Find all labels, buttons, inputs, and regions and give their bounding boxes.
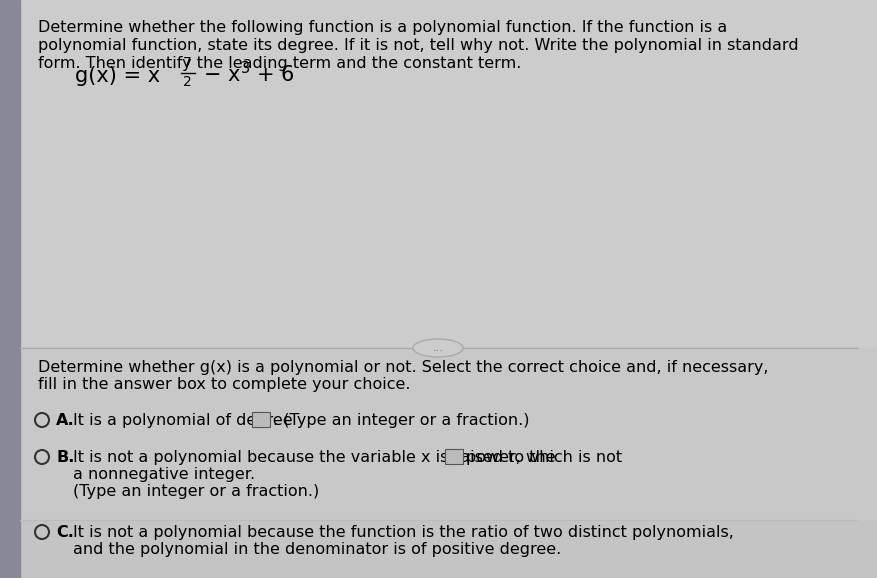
Text: It is not a polynomial because the variable x is raised to the: It is not a polynomial because the varia… — [73, 450, 556, 465]
Text: ...: ... — [432, 343, 444, 353]
Bar — [20, 0, 877, 348]
Text: . (Type an integer or a fraction.): . (Type an integer or a fraction.) — [273, 413, 530, 428]
Bar — [252, 412, 270, 427]
Bar — [445, 449, 463, 464]
Bar — [0, 0, 20, 578]
Bar — [20, 520, 877, 578]
Text: 2: 2 — [183, 75, 192, 89]
Text: g(x) = x: g(x) = x — [75, 66, 160, 86]
Text: It is a polynomial of degree: It is a polynomial of degree — [73, 413, 293, 428]
Text: a nonnegative integer.: a nonnegative integer. — [73, 467, 255, 482]
Text: Determine whether g(x) is a polynomial or not. Select the correct choice and, if: Determine whether g(x) is a polynomial o… — [38, 360, 768, 375]
Ellipse shape — [413, 339, 463, 357]
Text: power, which is not: power, which is not — [466, 450, 622, 465]
Text: and the polynomial in the denominator is of positive degree.: and the polynomial in the denominator is… — [73, 542, 561, 557]
Bar — [20, 348, 877, 578]
Text: fill in the answer box to complete your choice.: fill in the answer box to complete your … — [38, 377, 410, 392]
Text: Determine whether the following function is a polynomial function. If the functi: Determine whether the following function… — [38, 20, 727, 35]
Text: (Type an integer or a fraction.): (Type an integer or a fraction.) — [73, 484, 319, 499]
Text: 7: 7 — [183, 56, 192, 70]
Text: form. Then identify the leading term and the constant term.: form. Then identify the leading term and… — [38, 56, 521, 71]
Text: A.: A. — [56, 413, 75, 428]
Text: B.: B. — [56, 450, 75, 465]
Text: It is not a polynomial because the function is the ratio of two distinct polynom: It is not a polynomial because the funct… — [73, 525, 734, 540]
Text: polynomial function, state its degree. If it is not, tell why not. Write the pol: polynomial function, state its degree. I… — [38, 38, 799, 53]
Text: C.: C. — [56, 525, 74, 540]
Text: $-$ x$^3$ + 6: $-$ x$^3$ + 6 — [197, 61, 295, 86]
